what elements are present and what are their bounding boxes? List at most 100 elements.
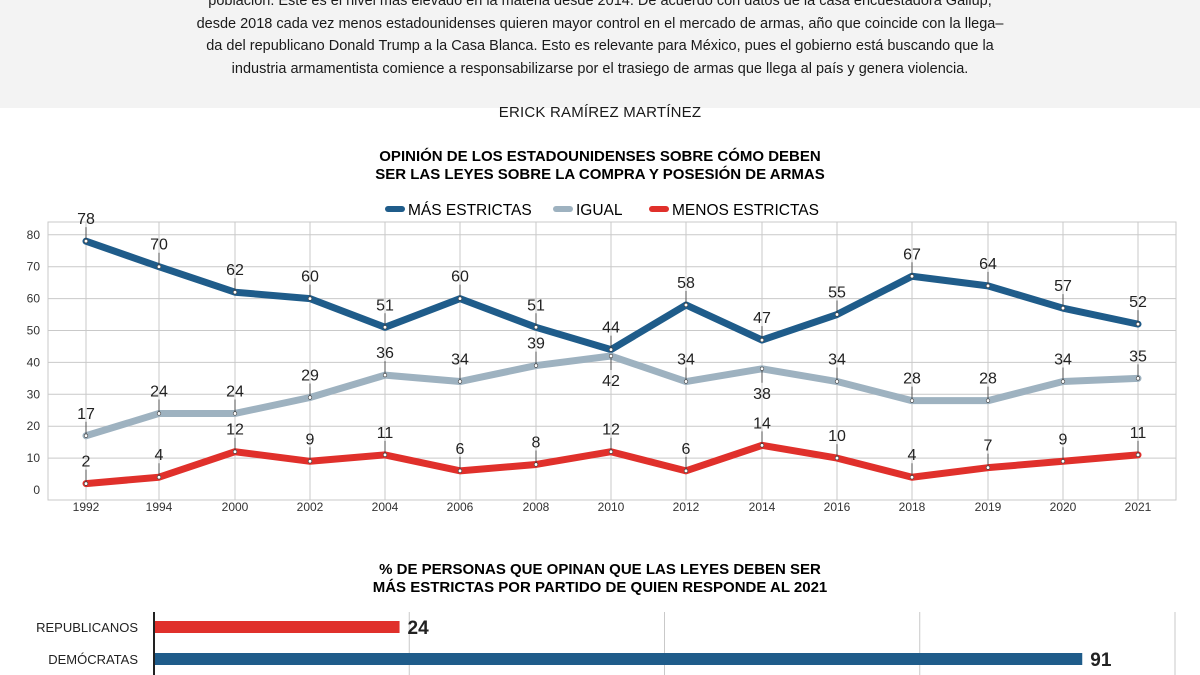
- data-point-marker: [457, 468, 463, 473]
- data-point-marker: [985, 465, 991, 470]
- data-label: 78: [77, 211, 95, 228]
- x-tick-label: 2010: [598, 500, 625, 514]
- data-label: 34: [451, 352, 469, 369]
- bar-chart-title-line1: % DE PERSONAS QUE OPINAN QUE LAS LEYES D…: [379, 561, 821, 578]
- x-tick-label: 2018: [899, 500, 926, 514]
- data-point-marker: [533, 462, 539, 467]
- bar-value-label: 24: [408, 618, 430, 639]
- plot-frame: [47, 221, 1177, 501]
- data-label: 12: [602, 422, 620, 439]
- data-label: 24: [150, 383, 168, 400]
- data-point-marker: [683, 302, 689, 308]
- data-point-marker: [156, 411, 162, 416]
- data-label: 34: [1054, 352, 1072, 369]
- x-tick-label: 2008: [523, 500, 550, 514]
- x-tick-label: 2016: [824, 500, 851, 514]
- data-label: 35: [1129, 348, 1147, 365]
- data-label: 58: [677, 275, 695, 292]
- x-tick-label: 2006: [447, 500, 474, 514]
- x-tick-label: 2020: [1050, 500, 1077, 514]
- data-point-marker: [759, 366, 765, 371]
- data-point-marker: [1135, 322, 1141, 327]
- data-point-marker: [1060, 379, 1066, 384]
- data-label: 12: [226, 422, 244, 439]
- data-label: 9: [1059, 431, 1068, 448]
- data-point-marker: [307, 395, 313, 400]
- data-point-marker: [1060, 459, 1066, 464]
- y-tick-label: 40: [27, 355, 41, 369]
- data-label: 36: [376, 345, 394, 362]
- data-label: 34: [828, 352, 846, 369]
- data-point-marker: [909, 274, 915, 279]
- data-point-marker: [1135, 452, 1141, 458]
- data-label: 14: [753, 415, 771, 432]
- data-point-marker: [683, 468, 689, 473]
- y-tick-label: 80: [27, 228, 41, 242]
- y-tick-label: 60: [27, 292, 41, 306]
- bar-1: [155, 653, 1083, 665]
- bar-value-label: 91: [1090, 650, 1112, 671]
- data-point-marker: [307, 296, 313, 301]
- intro-line: desde 2018 cada vez menos estadounidense…: [196, 15, 1004, 32]
- data-point-marker: [608, 353, 614, 359]
- data-point-marker: [683, 379, 689, 384]
- line-chart-title-line2: SER LAS LEYES SOBRE LA COMPRA Y POSESIÓN…: [375, 165, 825, 183]
- y-tick-label: 30: [27, 387, 41, 401]
- data-point-marker: [759, 337, 765, 343]
- data-label: 39: [527, 336, 545, 353]
- bar-category-label: REPUBLICANOS: [36, 620, 138, 635]
- data-label: 6: [682, 441, 691, 458]
- data-label: 67: [903, 246, 921, 263]
- data-point-marker: [382, 325, 388, 330]
- data-label: 51: [376, 297, 394, 314]
- data-label: 51: [527, 297, 545, 314]
- line-chart-title-line1: OPINIÓN DE LOS ESTADOUNIDENSES SOBRE CÓM…: [379, 147, 820, 165]
- data-label: 11: [1130, 425, 1147, 442]
- data-point-marker: [608, 347, 614, 352]
- data-label: 28: [903, 371, 921, 388]
- data-point-marker: [457, 379, 463, 384]
- data-point-marker: [608, 449, 614, 454]
- data-label: 10: [828, 428, 846, 445]
- data-point-marker: [232, 290, 238, 295]
- data-label: 11: [377, 425, 394, 442]
- data-label: 6: [456, 441, 465, 458]
- x-tick-label: 2019: [975, 500, 1002, 514]
- x-tick-label: 2014: [749, 500, 776, 514]
- data-point-marker: [834, 312, 840, 317]
- data-point-marker: [1135, 376, 1141, 381]
- x-tick-label: 2021: [1125, 500, 1152, 514]
- data-label: 64: [979, 256, 997, 273]
- data-point-marker: [834, 379, 840, 384]
- intro-line: da del republicano Donald Trump a la Cas…: [206, 38, 994, 54]
- x-tick-label: 2002: [297, 500, 324, 514]
- data-point-marker: [759, 443, 765, 448]
- data-point-marker: [307, 459, 313, 464]
- data-point-marker: [985, 283, 991, 288]
- data-label: 29: [301, 367, 319, 384]
- data-label: 38: [753, 386, 771, 403]
- data-point-marker: [1060, 306, 1066, 311]
- data-point-marker: [533, 325, 539, 330]
- data-label: 34: [677, 352, 695, 369]
- data-point-marker: [156, 475, 162, 480]
- data-label: 28: [979, 371, 997, 388]
- data-label: 8: [532, 434, 541, 451]
- data-point-marker: [457, 296, 463, 301]
- bar-0: [155, 621, 400, 633]
- data-label: 47: [753, 310, 771, 327]
- x-tick-label: 2000: [222, 500, 249, 514]
- data-label: 62: [226, 262, 244, 279]
- line-chart-legend: MÁS ESTRICTAS IGUAL MENOS ESTRICTAS: [385, 202, 819, 219]
- data-point-marker: [156, 264, 162, 269]
- y-tick-label: 70: [27, 260, 41, 274]
- data-point-marker: [382, 452, 388, 458]
- data-point-marker: [909, 398, 915, 403]
- data-label: 9: [306, 431, 315, 448]
- data-point-marker: [83, 481, 89, 486]
- data-point-marker: [985, 398, 991, 403]
- y-tick-label: 10: [27, 451, 41, 465]
- legend-label-menos: MENOS ESTRICTAS: [672, 202, 819, 219]
- data-label: 55: [828, 285, 846, 302]
- data-point-marker: [834, 456, 840, 461]
